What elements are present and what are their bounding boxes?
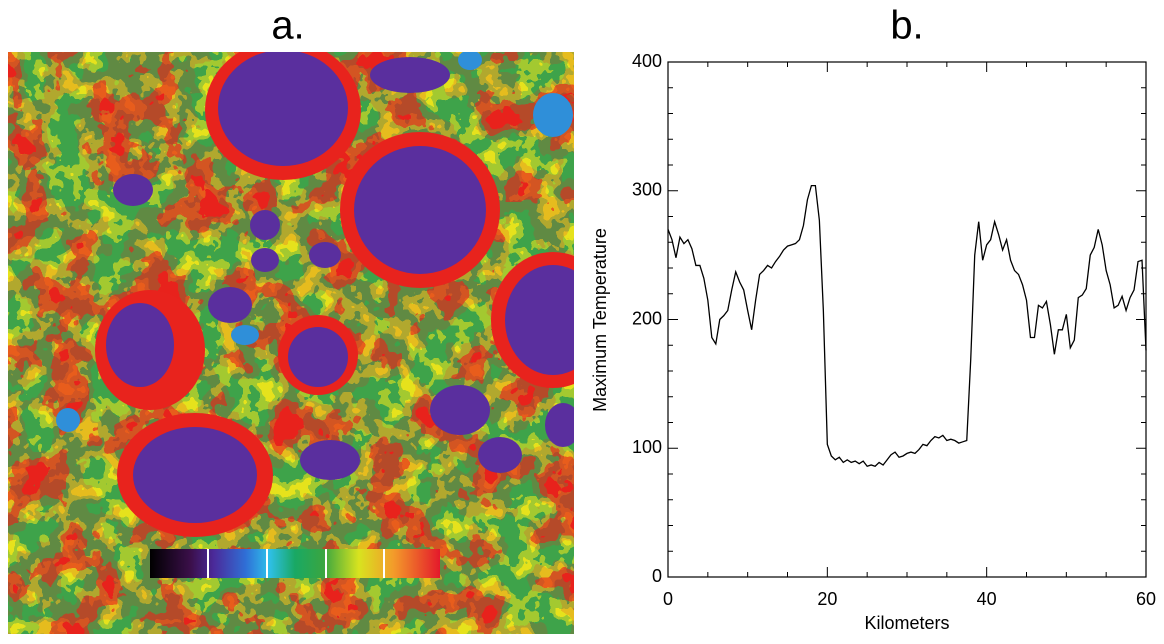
thermal-map [8, 52, 574, 634]
x-tick-label: 0 [663, 589, 673, 609]
x-tick-label: 60 [1136, 589, 1156, 609]
panel-label: a. [271, 4, 304, 48]
y-tick-label: 300 [632, 180, 662, 200]
colorbar [150, 549, 440, 578]
x-tick-label: 20 [817, 589, 837, 609]
x-tick-label: 40 [977, 589, 997, 609]
y-tick-label: 0 [652, 566, 662, 586]
panel-label: b. [890, 4, 923, 48]
x-axis-label: Kilometers [864, 613, 949, 633]
y-tick-label: 200 [632, 308, 662, 328]
data-line [667, 184, 1147, 468]
y-tick-label: 400 [632, 51, 662, 71]
plot-frame [667, 61, 1147, 578]
y-tick-label: 100 [632, 437, 662, 457]
y-axis-label: Maximum Temperature [590, 228, 610, 412]
